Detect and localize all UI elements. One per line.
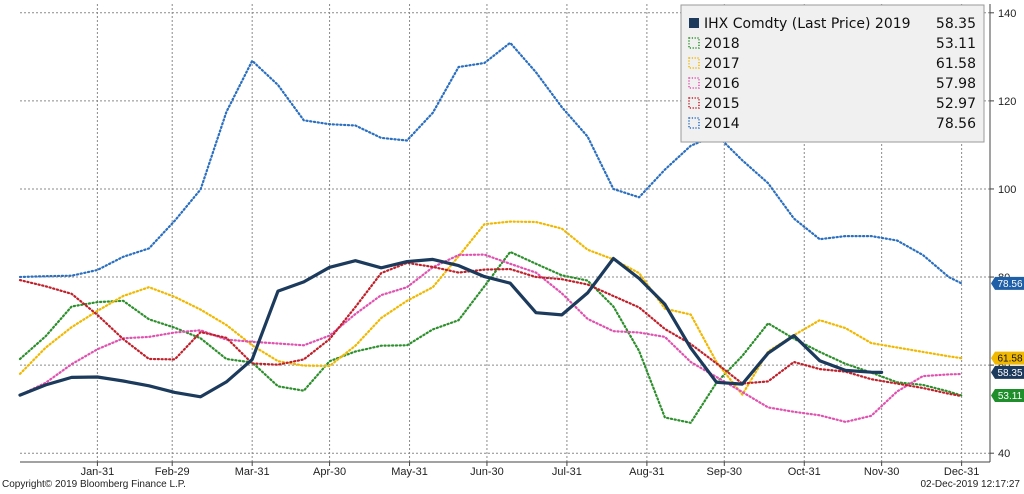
last-value-tag (991, 365, 1024, 379)
legend-label: 2018 (704, 36, 740, 52)
y-tick-label: 120 (998, 96, 1016, 108)
legend-swatch (688, 57, 700, 69)
legend-box (680, 4, 985, 143)
legend-label: 2016 (704, 76, 740, 92)
legend-swatch (688, 97, 700, 109)
copyright-text: Copyright© 2019 Bloomberg Finance L.P. (2, 479, 186, 490)
legend-swatch (688, 77, 700, 89)
legend-value: 52.97 (936, 96, 976, 112)
x-tick-label: Aug-31 (629, 466, 664, 478)
series-line-2015 (18, 261, 963, 398)
x-tick-label: Jun-30 (470, 466, 504, 478)
x-tick-label: Apr-30 (313, 466, 346, 478)
last-value-tag-text: 53.11 (998, 391, 1023, 402)
x-tick-label: Nov-30 (864, 466, 899, 478)
x-axis: Jan-31 Feb-29 Mar-31 Apr-30 May-31 Jun-30 Jul-… (20, 461, 990, 478)
series-line-2018 (18, 250, 963, 424)
legend-value: 53.11 (936, 36, 976, 52)
last-value-tag (991, 351, 1024, 365)
legend-main-value: 58.35 (936, 16, 976, 32)
last-value-tag (991, 388, 1024, 402)
x-tick-label: May-31 (391, 466, 428, 478)
legend-label: 2014 (704, 116, 740, 132)
last-value-tag-text: 78.56 (997, 279, 1022, 290)
last-value-tags: 78.56 61.58 58.35 53.11 (991, 276, 1024, 402)
x-tick-label: Jan-31 (81, 466, 115, 478)
legend: IHX Comdty (Last Price) 2019 58.35 2018 53.… (680, 4, 985, 143)
x-tick-label: Mar-31 (235, 466, 270, 478)
legend-swatch (688, 117, 700, 129)
y-tick-label: 140 (998, 8, 1016, 20)
legend-value: 78.56 (936, 116, 976, 132)
series-lines (18, 41, 963, 424)
legend-main-label: IHX Comdty (Last Price) 2019 (704, 16, 911, 32)
legend-swatch (688, 37, 700, 49)
series-line-ihx (18, 256, 884, 399)
legend-swatch-main (689, 18, 699, 28)
last-value-tag-text: 61.58 (997, 354, 1022, 365)
x-tick-label: Feb-29 (155, 466, 190, 478)
legend-value: 61.58 (936, 56, 976, 72)
series-line-2014 (18, 41, 963, 285)
series-line-2016 (18, 253, 963, 423)
y-tick-label: 100 (998, 184, 1016, 196)
legend-value: 57.98 (936, 76, 976, 92)
x-tick-label: Dec-31 (944, 466, 979, 478)
last-value-tag (991, 276, 1024, 290)
x-tick-label: Oct-31 (788, 466, 821, 478)
y-tick-label: 40 (998, 448, 1010, 460)
legend-label: 2015 (704, 96, 740, 112)
timestamp-text: 02-Dec-2019 12:17:27 (920, 479, 1020, 490)
series-line-2017 (18, 220, 963, 396)
x-tick-label: Sep-30 (707, 466, 742, 478)
last-value-tag-text: 58.35 (997, 368, 1022, 379)
legend-label: 2017 (704, 56, 740, 72)
x-tick-label: Jul-31 (552, 466, 582, 478)
